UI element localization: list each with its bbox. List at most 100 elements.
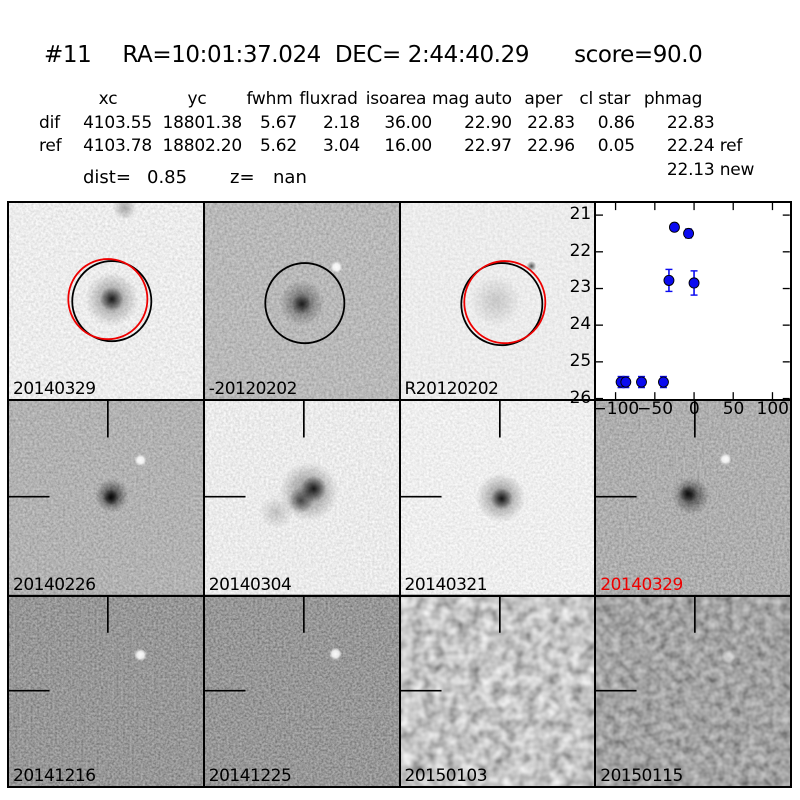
dif-mag-auto: 22.90 — [464, 112, 512, 133]
score-value: score=90.0 — [574, 42, 703, 68]
dif-xc: 4103.55 — [83, 112, 152, 133]
source-blob — [287, 488, 314, 514]
cutout-date-label: R20120202 — [404, 379, 499, 400]
candidate-id: #11 — [44, 42, 92, 68]
cutout-date-label: 20140304 — [208, 574, 292, 595]
z-value: nan — [273, 167, 307, 188]
col-phmag: phmag — [643, 89, 703, 109]
aperture-ring — [264, 262, 346, 345]
y-tick-label: 24 — [569, 314, 592, 335]
col-isoarea: isoarea — [365, 89, 427, 109]
col-fwhm: fwhm — [246, 89, 293, 109]
aperture-ring — [67, 258, 149, 341]
table-row-ref: ref 4103.78 18802.20 5.62 3.04 16.00 22.… — [26, 135, 762, 159]
x-tick-label: 50 — [722, 399, 745, 420]
data-point — [688, 277, 700, 289]
x-tick-label: 0 — [688, 399, 700, 420]
data-point — [683, 227, 695, 239]
source-blob — [102, 490, 119, 506]
dif-aper: 22.83 — [527, 112, 575, 133]
source-blob — [679, 485, 698, 503]
cutout-date-label: 20150103 — [404, 766, 488, 786]
cutout-panel-20140226: 20140226 — [9, 401, 203, 595]
col-fluxrad: fluxrad — [299, 89, 358, 109]
cutout-panel-20140321: 20140321 — [400, 401, 595, 595]
x-tick-label: 100 — [756, 399, 789, 420]
star-dot — [134, 454, 147, 467]
x-tick-label: −100 — [592, 399, 640, 420]
col-aper: aper — [524, 89, 563, 109]
data-point — [658, 376, 670, 388]
cutout-panel-20141216: 20141216 — [9, 596, 203, 786]
cutout-image — [9, 401, 203, 595]
photometry-table: xc yc fwhm fluxrad isoarea mag auto aper… — [26, 88, 762, 182]
ref-mag-auto: 22.97 — [464, 136, 512, 156]
cutout-panel--20120202: -20120202 — [204, 203, 399, 400]
source-blob — [469, 275, 522, 328]
table-header-row: xc yc fwhm fluxrad isoarea mag auto aper… — [26, 88, 762, 112]
ra-value: RA=10:01:37.024 — [122, 42, 321, 68]
col-xc: xc — [98, 89, 118, 109]
cutout-image — [400, 203, 595, 400]
table-row-new: 22.13 new — [26, 159, 762, 183]
cutout-date-label: 20140321 — [404, 574, 488, 595]
cutout-date-label: 20141216 — [13, 766, 96, 786]
cutout-panel-20140304: 20140304 — [204, 401, 399, 595]
star-dot — [328, 647, 342, 660]
cutout-panel-R20120202: R20120202 — [400, 203, 595, 400]
ref-fluxrad: 3.04 — [322, 136, 360, 156]
data-point — [669, 221, 681, 233]
col-cl-star: cl star — [579, 89, 631, 109]
source-blob — [490, 488, 513, 510]
source-blob — [99, 287, 124, 312]
source-blob — [112, 203, 137, 221]
star-dot — [721, 649, 736, 664]
cutout-image — [9, 203, 203, 400]
source-blob — [259, 495, 293, 530]
page-title: #11 RA=10:01:37.024 DEC= 2:44:40.29 score=9… — [44, 42, 703, 68]
cutout-date-label: 20140329 — [13, 379, 96, 400]
ref-label: ref — [39, 136, 62, 156]
dif-yc: 18801.38 — [162, 112, 242, 133]
ref-aper: 22.96 — [527, 136, 575, 156]
star-dot — [719, 453, 732, 466]
y-tick-label: 21 — [569, 204, 592, 225]
aperture-ring — [71, 260, 153, 343]
cutout-image — [204, 203, 399, 400]
cutout-panel-20141225: 20141225 — [204, 596, 399, 786]
source-blob — [291, 294, 312, 315]
cutout-image — [400, 596, 595, 786]
cutout-date-label: -20120202 — [208, 379, 298, 400]
ref-fwhm: 5.62 — [259, 136, 297, 156]
data-point — [620, 376, 632, 388]
aperture-ring — [459, 262, 543, 347]
y-tick-label: 25 — [569, 351, 592, 372]
y-tick-label: 22 — [569, 240, 592, 261]
ref-yc: 18802.20 — [162, 136, 242, 156]
cutout-date-label: 20141225 — [208, 766, 292, 786]
lightcurve-plot: 21 22 23 24 25 26 −100 −50 0 50 100 — [570, 203, 790, 418]
ref-isoarea: 16.00 — [384, 136, 432, 156]
cutout-grid: 20140329 -20120202 R20120202 21 22 23 24 25 26… — [7, 201, 792, 788]
ref-cl-star: 0.05 — [597, 136, 635, 156]
dist-z-line: dist= 0.85 z= nan — [0, 167, 800, 191]
cutout-panel-20140329: 20140329 — [596, 401, 790, 595]
dist-value: 0.85 — [147, 167, 188, 188]
data-point — [663, 274, 675, 286]
x-tick-label: −50 — [637, 399, 674, 420]
data-point — [636, 376, 648, 388]
cutout-image — [400, 401, 595, 595]
cutout-panel-20140329: 20140329 — [9, 203, 203, 400]
star-dot — [330, 261, 343, 274]
cutout-panel-20150115: 20150115 — [596, 596, 790, 786]
cutout-date-label: 20150115 — [600, 766, 683, 786]
aperture-ring — [462, 260, 546, 345]
dif-phmag: 22.83 — [666, 112, 715, 133]
dif-fwhm: 5.67 — [259, 112, 297, 133]
cutout-image — [204, 596, 399, 786]
cutout-image — [204, 401, 399, 595]
star-dot — [134, 648, 147, 661]
col-mag-auto: mag auto — [432, 89, 512, 109]
y-tick-label: 26 — [569, 387, 592, 408]
